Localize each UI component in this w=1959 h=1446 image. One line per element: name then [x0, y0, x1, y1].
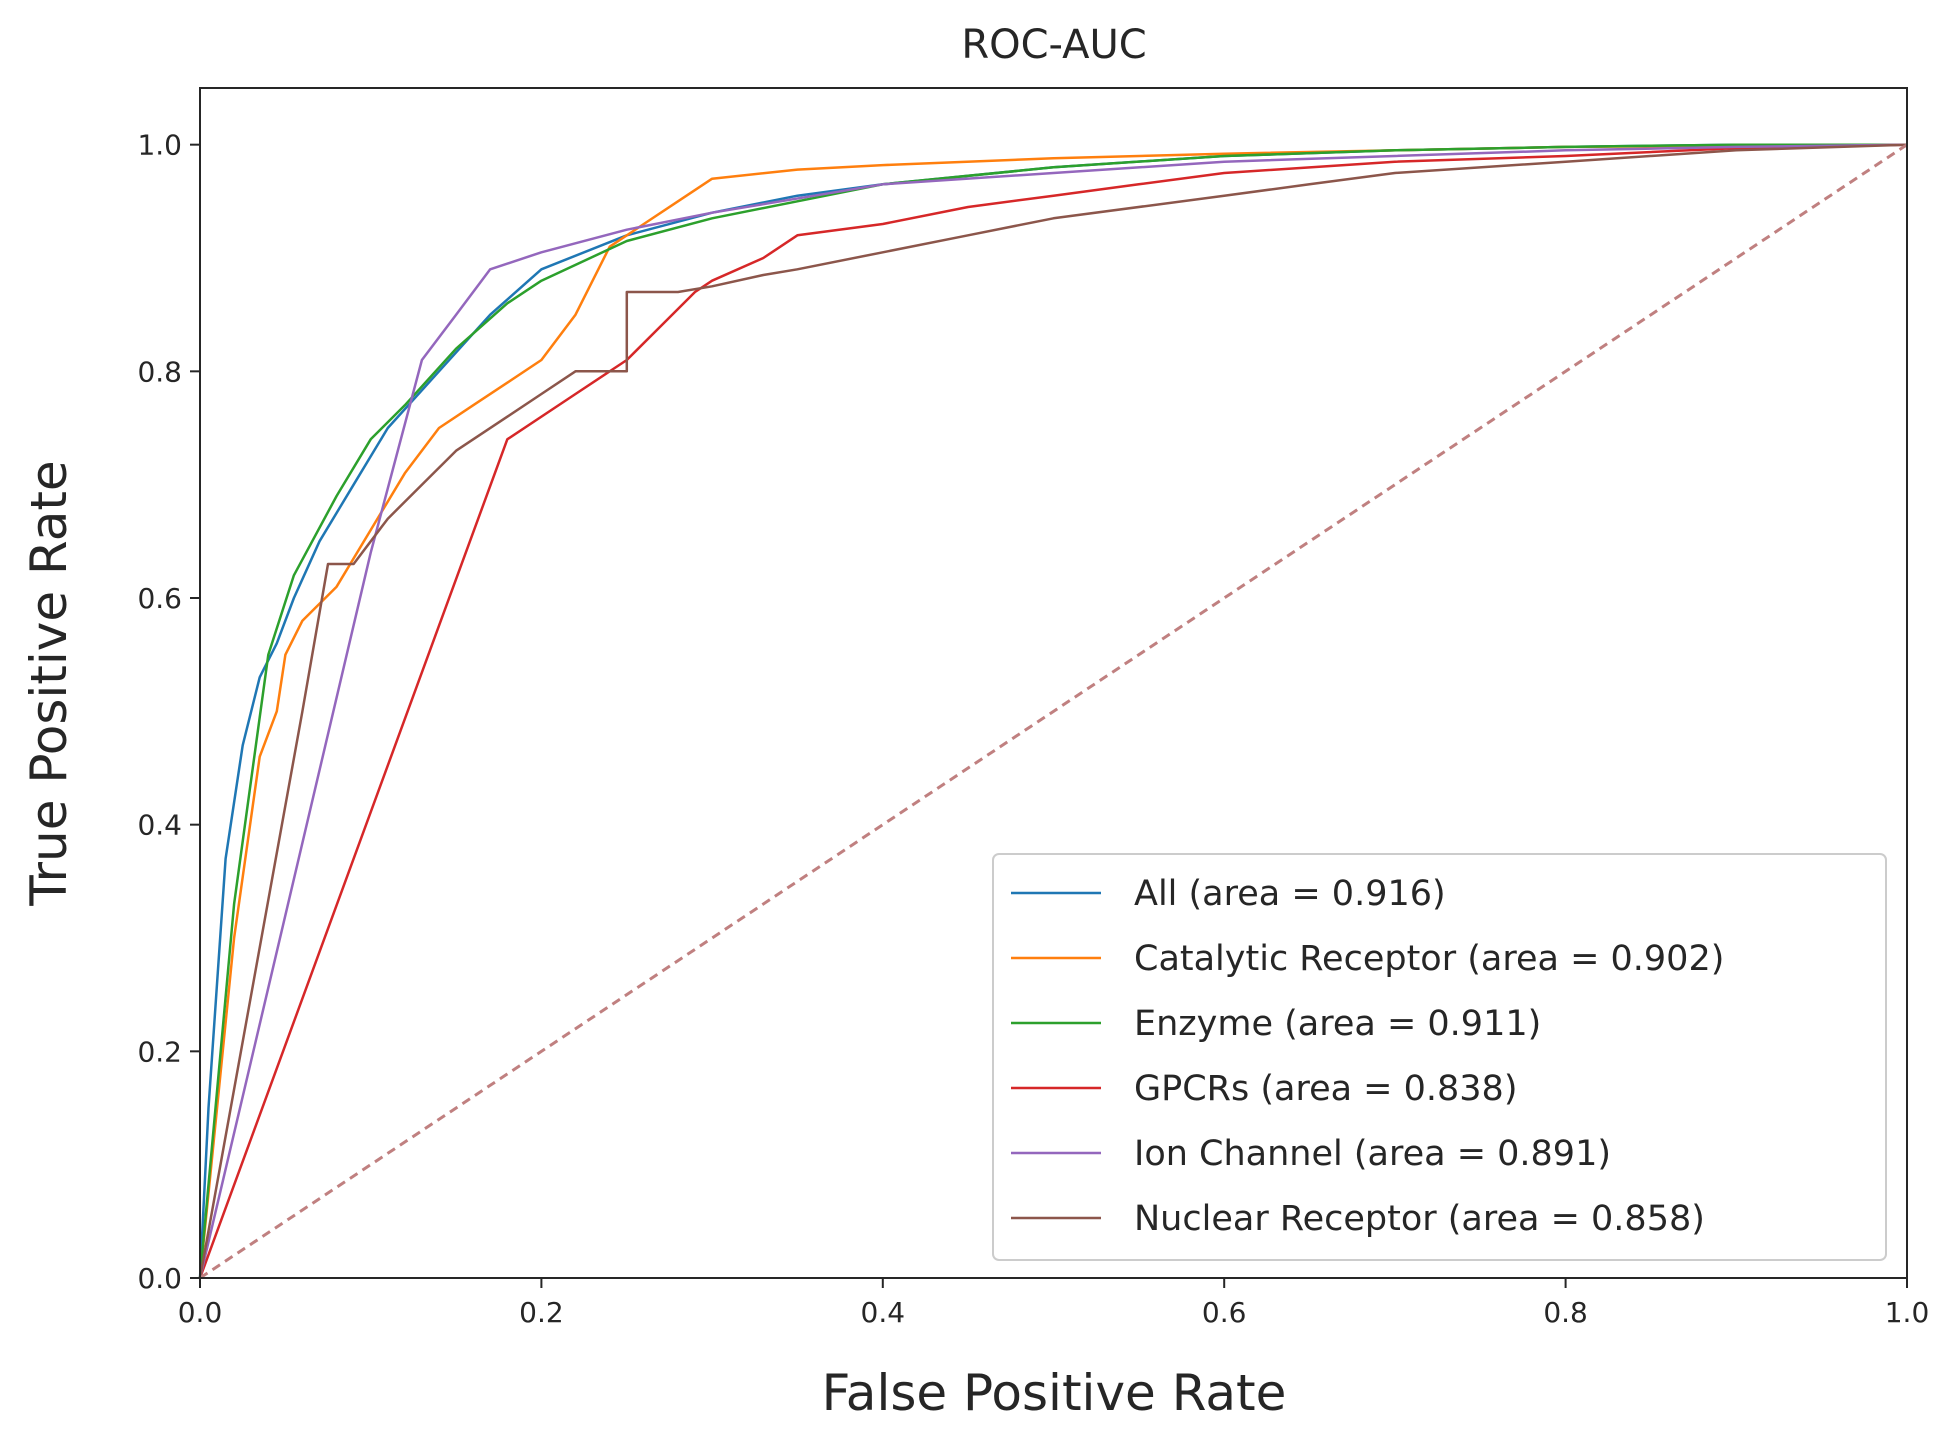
- x-tick-label: 0.4: [861, 1296, 906, 1329]
- x-tick-label: 1.0: [1885, 1296, 1930, 1329]
- y-tick-label: 0.2: [137, 1035, 182, 1068]
- series-line-1: [198, 143, 1908, 1279]
- x-axis: 0.0 0.2 0.4 0.6 0.8 1.0: [178, 1278, 1930, 1329]
- y-tick-label: 0.4: [137, 809, 182, 842]
- y-axis-title: True Positive Rate: [20, 460, 78, 906]
- y-tick-label: 0.0: [137, 1262, 182, 1295]
- legend-frame: [992, 853, 1887, 1261]
- y-tick-label: 0.6: [137, 582, 182, 615]
- chart-title: ROC-AUC: [961, 22, 1146, 68]
- x-tick-label: 0.0: [178, 1296, 223, 1329]
- x-tick-label: 0.2: [519, 1296, 564, 1329]
- legend-label: All (area = 0.916): [1134, 874, 1446, 914]
- x-tick-label: 0.8: [1543, 1296, 1588, 1329]
- legend-label: Nuclear Receptor (area = 0.858): [1134, 1199, 1705, 1239]
- chance-diagonal-line: [199, 143, 1908, 1280]
- y-axis: 0.0 0.2 0.4 0.6 0.8 1.0: [137, 129, 200, 1295]
- legend-label: Enzyme (area = 0.911): [1134, 1004, 1541, 1044]
- series-line-4: [198, 143, 1908, 1279]
- curves-layer: [198, 143, 1908, 1280]
- legend: All (area = 0.916) Catalytic Receptor (ar…: [992, 853, 1887, 1261]
- series-line-3: [198, 143, 1908, 1279]
- y-tick-label: 1.0: [137, 129, 182, 162]
- x-tick-label: 0.6: [1202, 1296, 1247, 1329]
- series-line-2: [198, 143, 1907, 1279]
- legend-label: Ion Channel (area = 0.891): [1134, 1134, 1611, 1174]
- x-axis-title: False Positive Rate: [822, 1364, 1287, 1422]
- plot-frame: [199, 87, 1908, 1279]
- y-tick-label: 0.8: [137, 355, 182, 388]
- legend-label: GPCRs (area = 0.838): [1134, 1069, 1517, 1109]
- legend-label: Catalytic Receptor (area = 0.902): [1134, 939, 1724, 979]
- series-line-5: [198, 143, 1908, 1279]
